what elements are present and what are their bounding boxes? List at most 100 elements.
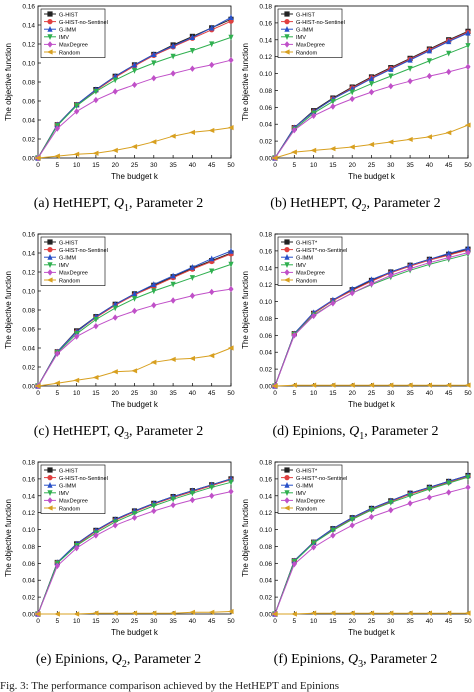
data-point xyxy=(387,610,394,616)
data-point xyxy=(189,129,195,135)
legend-box xyxy=(277,236,343,286)
chart-caption: (c) HetHEPT, Q3, Parameter 2 xyxy=(0,424,237,442)
x-tick-label: 25 xyxy=(368,162,376,169)
legend-label: G-IMM xyxy=(296,256,313,262)
data-point xyxy=(330,527,336,534)
x-tick-label: 40 xyxy=(189,162,197,169)
chart-panel: 0.00 0.02 0.04 0.06 0.08 0.10 0.12 0.14 0.16 0 5 10… xyxy=(0,0,237,228)
data-point xyxy=(388,268,394,275)
data-point xyxy=(112,369,118,375)
data-point xyxy=(291,332,297,339)
legend-swatch-marker xyxy=(47,490,53,496)
data-point xyxy=(368,88,375,96)
y-tick-label: 0.16 xyxy=(22,476,35,483)
legend-label: Random xyxy=(59,278,80,284)
legend-swatch-marker xyxy=(284,247,290,253)
legend-box xyxy=(277,8,343,58)
x-tick-label: 50 xyxy=(227,162,235,169)
y-tick-label: 0.08 xyxy=(259,316,272,323)
legend-label: G-HIST-no-Sentinel xyxy=(59,20,108,26)
data-point xyxy=(131,510,138,517)
x-tick-label: 45 xyxy=(208,162,216,169)
data-point xyxy=(388,506,394,514)
x-tick-label: 5 xyxy=(55,162,59,169)
x-tick-label: 30 xyxy=(150,162,158,169)
legend-swatch-marker xyxy=(283,277,290,283)
legend-label: G-IMM xyxy=(296,28,313,34)
x-tick-label: 40 xyxy=(189,390,197,397)
caption-parameter: , Parameter 2 xyxy=(363,652,438,667)
data-point xyxy=(426,72,432,80)
x-tick-label: 35 xyxy=(169,162,177,169)
legend-swatch-marker xyxy=(283,49,290,55)
data-point xyxy=(310,147,317,153)
y-tick-label: 0.14 xyxy=(259,37,272,44)
y-tick-label: 0.00 xyxy=(22,156,35,163)
legend-label: G-IMM xyxy=(59,484,76,490)
data-point xyxy=(349,144,355,150)
data-point xyxy=(209,288,215,296)
legend-swatch-marker xyxy=(284,41,290,48)
y-tick-label: 0.12 xyxy=(22,42,35,49)
y-tick-label: 0.06 xyxy=(22,327,35,334)
legend-swatch-marker xyxy=(284,239,290,245)
x-tick-label: 35 xyxy=(406,390,414,397)
data-point xyxy=(34,383,41,389)
data-point xyxy=(445,382,452,388)
data-point xyxy=(407,265,413,272)
data-point xyxy=(151,60,157,67)
data-point xyxy=(73,151,80,157)
data-point xyxy=(464,610,471,616)
legend-swatch-marker xyxy=(46,49,53,55)
data-point xyxy=(227,345,234,351)
data-point xyxy=(388,499,394,506)
legend-swatch-marker xyxy=(284,254,290,260)
data-point xyxy=(310,610,317,616)
data-point xyxy=(131,514,138,521)
legend-swatch-marker xyxy=(47,254,53,260)
legend-label: IMV xyxy=(296,263,306,269)
x-tick-label: 50 xyxy=(227,390,235,397)
data-point xyxy=(445,610,452,616)
y-tick-label: 0.00 xyxy=(259,612,272,619)
series-group xyxy=(35,285,234,390)
data-point xyxy=(271,155,278,161)
x-tick-label: 0 xyxy=(273,390,277,397)
data-point xyxy=(406,136,413,143)
x-tick-label: 50 xyxy=(227,618,235,625)
y-tick-label: 0.18 xyxy=(259,460,272,467)
y-tick-label: 0.16 xyxy=(259,476,272,483)
caption-q: Q xyxy=(113,424,125,439)
y-tick-label: 0.00 xyxy=(22,384,35,391)
data-point xyxy=(388,73,394,80)
x-tick-label: 10 xyxy=(73,618,81,625)
data-point xyxy=(311,540,317,547)
legend-swatch-marker xyxy=(47,497,53,504)
x-tick-label: 25 xyxy=(131,390,139,397)
data-point xyxy=(446,250,452,257)
legend-swatch-marker xyxy=(283,505,290,511)
series-line xyxy=(37,59,232,159)
y-tick-label: 0.12 xyxy=(22,270,35,277)
data-point xyxy=(228,488,234,495)
data-point xyxy=(446,38,452,45)
y-tick-label: 0.08 xyxy=(22,80,35,87)
y-tick-label: 0.08 xyxy=(22,544,35,551)
data-point xyxy=(151,507,157,515)
data-point xyxy=(208,353,215,359)
data-point xyxy=(426,494,432,501)
x-axis-label: The budget k xyxy=(348,172,396,181)
data-point xyxy=(426,486,432,493)
y-tick-label: 0.00 xyxy=(259,156,272,163)
caption-parameter: , Parameter 2 xyxy=(364,424,439,439)
data-point xyxy=(445,130,452,136)
y-tick-label: 0.18 xyxy=(259,4,272,11)
data-point xyxy=(426,382,432,388)
data-point xyxy=(170,297,176,304)
data-point xyxy=(74,103,80,109)
data-point xyxy=(407,262,413,268)
data-point xyxy=(368,276,375,283)
legend-label: G-HIST-no-Sentinel xyxy=(296,20,345,26)
x-tick-label: 10 xyxy=(310,390,318,397)
